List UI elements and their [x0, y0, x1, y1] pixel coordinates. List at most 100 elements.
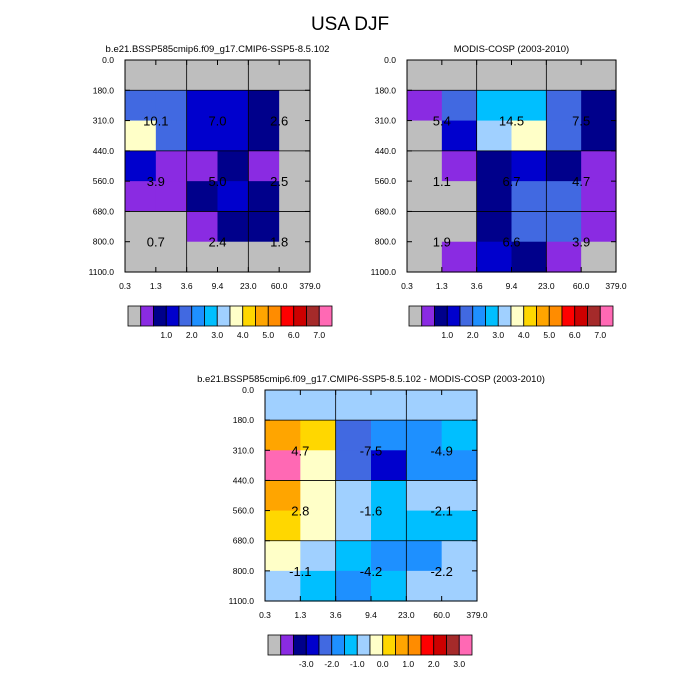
- y-tick-label: 560.0: [233, 506, 255, 516]
- heatmap-cell: [155, 60, 188, 91]
- heatmap-cell: [476, 211, 513, 243]
- heatmap-cell: [476, 150, 513, 182]
- heatmap-cell: [217, 181, 249, 213]
- heatmap-cell: [155, 150, 188, 182]
- cell-value-label: 1.1: [433, 174, 451, 189]
- heatmap-cell: [155, 211, 188, 243]
- heatmap-cell: [265, 510, 301, 542]
- colorbar-box: [497, 305, 512, 327]
- heatmap-cell: [476, 90, 513, 122]
- colorbar-box: [318, 634, 333, 656]
- colorbar-label: 7.0: [594, 330, 606, 340]
- cell-value-label: 0.7: [147, 235, 165, 250]
- heatmap-cell: [155, 120, 188, 152]
- heatmap-cell: [217, 120, 249, 152]
- heatmap-cell: [279, 150, 311, 182]
- heatmap-cell: [441, 60, 478, 91]
- cell-value-label: 4.7: [291, 443, 309, 458]
- heatmap-cell: [125, 90, 157, 122]
- heatmap-cell: [186, 60, 219, 91]
- heatmap-cell: [407, 120, 443, 152]
- y-tick-label: 180.0: [93, 85, 115, 95]
- colorbar-box: [331, 634, 345, 656]
- colorbar-label: 0.0: [377, 659, 389, 669]
- cell-value-label: -4.9: [430, 443, 452, 458]
- heatmap-cell: [248, 60, 280, 91]
- y-tick-label: 440.0: [93, 146, 115, 156]
- y-tick-label: 310.0: [375, 116, 397, 126]
- heatmap-cell: [441, 120, 478, 152]
- x-tick-label: 9.4: [212, 281, 224, 291]
- heatmap-cell: [371, 420, 407, 451]
- heatmap-cell: [248, 120, 280, 152]
- heatmap-cell: [546, 181, 582, 213]
- cell-value-label: 10.1: [143, 114, 168, 129]
- heatmap-cell: [407, 181, 443, 213]
- heatmap-cell: [441, 181, 478, 213]
- colorbar-label: 6.0: [288, 330, 300, 340]
- colorbar-box: [140, 305, 154, 327]
- heatmap-cell: [186, 120, 219, 152]
- colorbar-label: 2.0: [186, 330, 198, 340]
- y-tick-label: 680.0: [375, 206, 397, 216]
- x-tick-label: 23.0: [538, 281, 555, 291]
- colorbar-box: [458, 634, 473, 656]
- y-tick-label: 0.0: [384, 55, 396, 65]
- colorbar-box: [382, 634, 396, 656]
- heatmap-cell: [441, 420, 478, 451]
- colorbar-box: [216, 305, 231, 327]
- heatmap-cell: [335, 540, 372, 572]
- heatmap-cell: [125, 181, 157, 213]
- chart-panel-1: b.e21.BSSP585cmip6.f09_g17.CMIP6-SSP5-8.…: [89, 44, 333, 340]
- heatmap-cell: [406, 480, 443, 512]
- heatmap-cell: [335, 480, 372, 512]
- cell-value-label: 1.9: [433, 235, 451, 250]
- heatmap-cell: [248, 211, 280, 243]
- x-tick-label: 379.0: [605, 281, 627, 291]
- colorbar-box: [306, 305, 320, 327]
- heatmap-cell: [217, 90, 249, 122]
- colorbar-label: 1.0: [441, 330, 453, 340]
- colorbar-label: 1.0: [402, 659, 414, 669]
- y-tick-label: 800.0: [233, 566, 255, 576]
- y-tick-label: 560.0: [375, 176, 397, 186]
- heatmap-cell: [155, 241, 188, 273]
- heatmap-cell: [279, 181, 311, 213]
- colorbar-box: [561, 305, 576, 327]
- y-tick-label: 1100.0: [229, 596, 255, 606]
- heatmap-cell: [335, 450, 372, 482]
- colorbar-label: 4.0: [518, 330, 530, 340]
- heatmap-cell: [581, 150, 617, 182]
- heatmap-cell: [217, 241, 249, 273]
- heatmap-cell: [335, 570, 372, 602]
- colorbar-box: [165, 305, 180, 327]
- cell-value-label: 3.9: [147, 174, 165, 189]
- colorbar-box: [599, 305, 614, 327]
- cell-value-label: -7.5: [360, 443, 382, 458]
- heatmap-cell: [441, 480, 478, 512]
- colorbar-box: [523, 305, 537, 327]
- heatmap-cell: [248, 150, 280, 182]
- heatmap-cell: [279, 60, 311, 91]
- cell-value-label: 14.5: [499, 114, 524, 129]
- heatmap-cell: [265, 540, 301, 572]
- x-tick-label: 9.4: [506, 281, 518, 291]
- x-tick-label: 60.0: [271, 281, 288, 291]
- heatmap-cell: [265, 480, 301, 512]
- heatmap-cell: [441, 540, 478, 572]
- colorbar-box: [267, 305, 282, 327]
- heatmap-cell: [441, 150, 478, 182]
- heatmap-cell: [371, 510, 407, 542]
- colorbar-label: 2.0: [428, 659, 440, 669]
- heatmap-cell: [407, 150, 443, 182]
- heatmap-cell: [335, 420, 372, 451]
- cell-value-label: 2.8: [291, 504, 309, 519]
- colorbar-box: [178, 305, 193, 327]
- heatmap-cell: [279, 90, 311, 122]
- colorbar-box: [510, 305, 525, 327]
- heatmap-cell: [265, 420, 301, 451]
- y-tick-label: 560.0: [93, 176, 115, 186]
- heatmap-cell: [371, 540, 407, 572]
- colorbar-box: [434, 305, 448, 327]
